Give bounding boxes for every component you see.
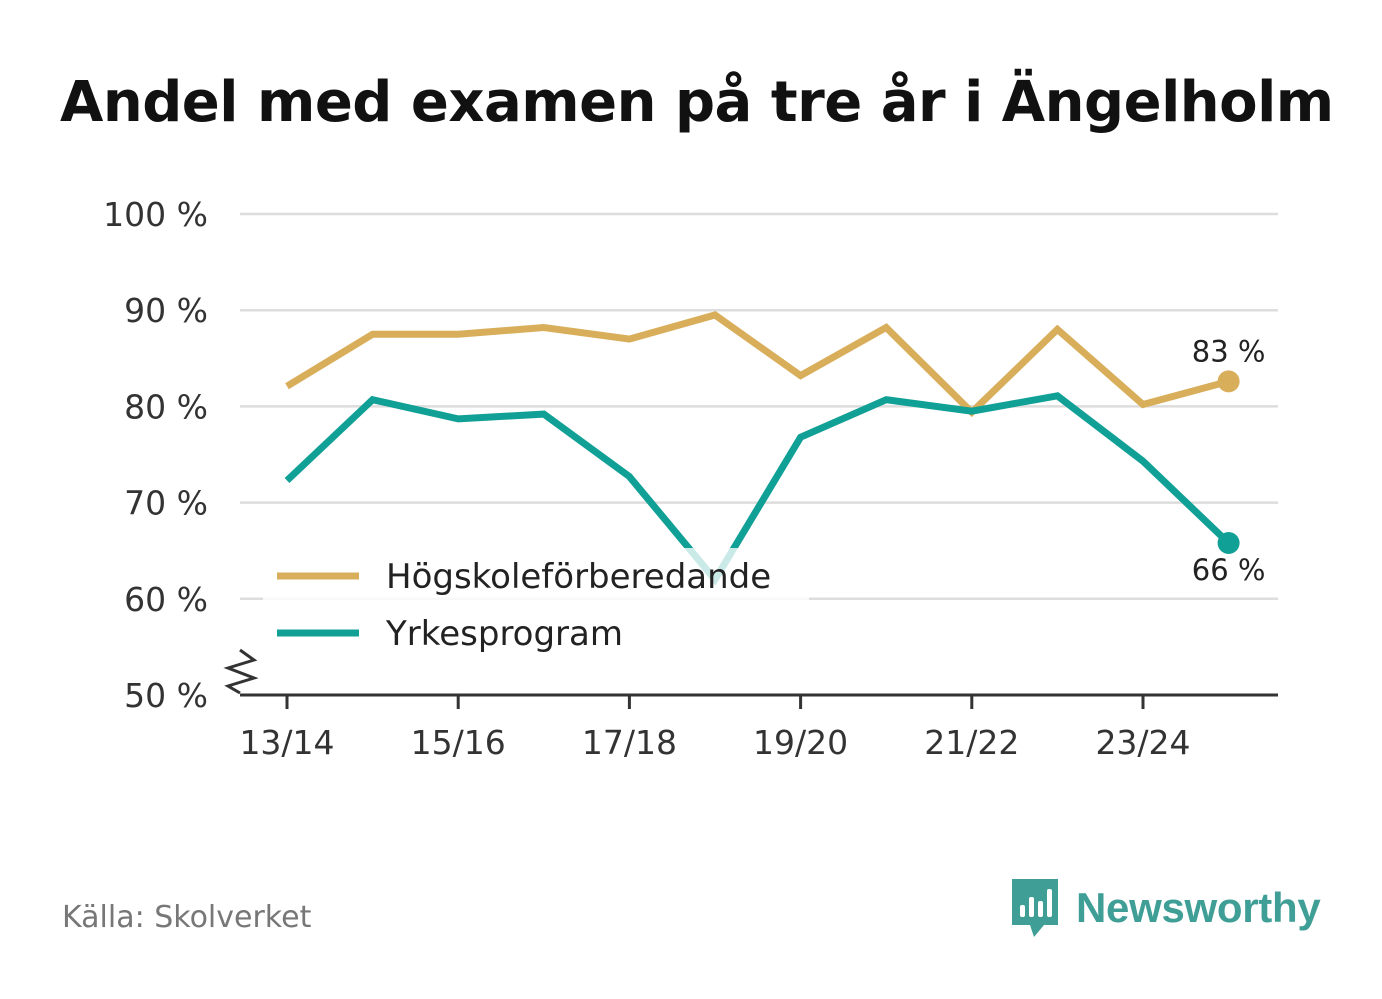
end-point-marker [1217,532,1240,555]
axes [223,648,1278,697]
series-line-2 [284,392,1232,586]
y-tick-label: 90 % [124,291,208,330]
y-axis-tick-labels: 50 % 60 % 70 % 80 % 90 % 100 % [103,195,208,715]
end-value-label: 83 % [1192,334,1266,368]
y-tick-label: 70 % [124,484,208,523]
legend-label: Yrkesprogram [385,614,623,654]
legend-background [263,548,809,666]
y-tick-label: 100 % [103,195,208,234]
end-labels: 83 % 66 % [1192,334,1266,587]
x-tick-label: 17/18 [582,723,677,762]
chart-title: Andel med examen på tre år i Ängelholm [60,70,1334,135]
x-tick-label: 13/14 [239,723,334,762]
x-tick-label: 19/20 [753,723,848,762]
x-axis-tick-labels: 13/14 15/16 17/18 19/20 21/22 23/24 [239,695,1191,762]
source-note: Källa: Skolverket [62,900,312,935]
y-tick-label: 60 % [124,580,208,619]
x-tick-label: 21/22 [924,723,1019,762]
legend: Högskoleförberedande Yrkesprogram [263,548,809,666]
end-value-label: 66 % [1192,553,1266,587]
brand-logo: Newsworthy [1008,876,1321,940]
series-lines [284,311,1232,586]
series-line-1 [285,311,1230,418]
brand-name: Newsworthy [1076,884,1321,931]
y-tick-label: 80 % [124,387,208,426]
bar-chart-speech-bubble-icon [1012,879,1058,937]
axis-break-mark [223,648,259,695]
end-point-marker [1217,370,1240,393]
legend-label: Högskoleförberedande [386,557,771,597]
x-tick-label: 23/24 [1095,723,1190,762]
y-tick-label: 50 % [124,676,208,715]
x-tick-label: 15/16 [411,723,506,762]
